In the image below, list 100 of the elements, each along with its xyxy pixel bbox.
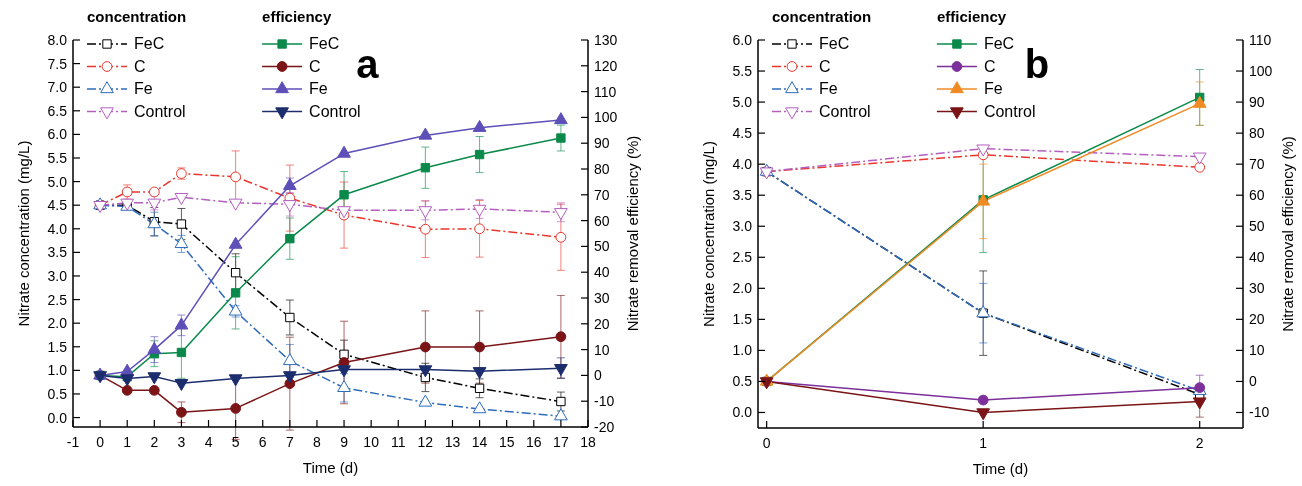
legend-label: FeC (983, 35, 1015, 52)
y-tick-label: 2.0 (732, 280, 753, 297)
x-tick-label: 11 (390, 434, 406, 450)
x-tick-label: 2 (1195, 435, 1204, 451)
legend-label: FeC (134, 35, 165, 52)
y-tick-label: 5.5 (732, 63, 753, 80)
y-tick-label: 2.0 (47, 315, 68, 332)
legend-label: Control (134, 102, 186, 120)
y2-tick-label: 40 (594, 264, 610, 281)
x-tick-label: 7 (285, 434, 294, 450)
y2-tick-label: 0 (594, 367, 602, 384)
x-axis-title: Time (d) (302, 459, 359, 476)
y2-tick-label: 60 (594, 212, 610, 229)
y-tick-label: 3.0 (732, 218, 753, 235)
y-tick-label: 3.5 (47, 244, 68, 261)
y-tick-label: 1.5 (732, 311, 753, 328)
x-tick-label: 0 (96, 434, 105, 450)
legend-label: C (819, 57, 831, 75)
x-tick-label: 1 (979, 435, 988, 451)
y-tick-label: 7.0 (47, 79, 68, 96)
y-tick-label: 5.5 (47, 149, 68, 166)
y2-tick-label: 30 (1249, 280, 1265, 297)
y2-tick-label: 90 (1249, 94, 1265, 111)
y-tick-label: 0.5 (732, 373, 753, 390)
x-tick-label: 13 (444, 434, 461, 450)
y2-tick-label: -10 (1249, 404, 1270, 421)
legend-label: Control (819, 102, 871, 120)
legend-label: Fe (134, 80, 153, 97)
y-tick-label: 1.5 (47, 338, 68, 355)
y2-tick-label: 70 (1249, 156, 1265, 173)
y2-tick-label: 50 (1249, 218, 1265, 235)
x-axis-title: Time (d) (972, 460, 1029, 477)
x-tick-label: 8 (313, 434, 322, 450)
legend-label: Fe (309, 80, 328, 97)
x-tick-label: 1 (123, 434, 132, 450)
legend-label: Control (983, 102, 1036, 120)
legend-label: Fe (983, 80, 1003, 97)
y-tick-label: 0.5 (47, 385, 68, 402)
legend-label: FeC (309, 35, 340, 52)
y-axis-title: Nitrate concentration (mg/L) (700, 141, 717, 327)
y-tick-label: 3.0 (47, 267, 68, 284)
text: concentration (772, 8, 872, 25)
y-tick-label: 2.5 (732, 249, 753, 266)
y-tick-label: 1.0 (47, 362, 68, 379)
x-tick-label: 5 (231, 434, 240, 450)
text: efficiency (936, 8, 1007, 25)
y2-tick-label: 100 (1249, 63, 1273, 80)
y2-tick-label: 110 (594, 83, 617, 100)
legend-label: C (983, 57, 996, 75)
text: concentration (87, 8, 187, 25)
y2-tick-label: 50 (594, 238, 610, 255)
y-tick-label: 4.5 (732, 125, 753, 142)
y-tick-label: 6.0 (732, 32, 753, 48)
legend-label: C (134, 57, 146, 75)
y2-tick-label: 120 (594, 57, 618, 74)
y2-tick-label: 30 (594, 290, 610, 306)
x-tick-label: 4 (204, 434, 213, 450)
y-tick-label: 7.5 (47, 55, 68, 72)
y2-tick-label: 80 (1249, 125, 1265, 142)
y-tick-label: 0.0 (47, 409, 68, 426)
chart-title: a (356, 42, 380, 86)
y2-tick-label: 10 (594, 341, 610, 358)
x-tick-label: 9 (340, 434, 349, 450)
y2-tick-label: 20 (594, 315, 610, 332)
y-tick-label: 4.0 (47, 220, 68, 237)
x-tick-label: 2 (150, 434, 159, 450)
y2-tick-label: 90 (594, 135, 610, 152)
y-tick-label: 3.5 (732, 187, 753, 204)
y-tick-label: 4.0 (732, 156, 753, 173)
y-tick-label: 8.0 (47, 32, 68, 48)
y-tick-label: 0.0 (732, 404, 753, 421)
y2-tick-label: 20 (1249, 311, 1265, 328)
y-tick-label: 2.5 (47, 291, 68, 308)
x-tick-label: 12 (417, 434, 434, 450)
y2-axis-title: Nitrate removal efficiency (%) (1279, 136, 1296, 332)
x-tick-label: 6 (258, 434, 267, 450)
x-tick-label: 16 (526, 434, 542, 450)
y-tick-label: 1.0 (732, 342, 753, 359)
x-tick-label: -1 (66, 434, 80, 450)
x-tick-label: 15 (498, 434, 515, 450)
y-tick-label: 5.0 (47, 173, 68, 190)
x-tick-label: 17 (553, 434, 569, 450)
y2-tick-label: 130 (594, 32, 618, 48)
y2-tick-label: -20 (594, 419, 615, 435)
legend-label: Control (309, 102, 361, 120)
x-tick-label: 3 (177, 434, 186, 450)
x-tick-label: 18 (580, 434, 596, 450)
y2-tick-label: 40 (1249, 249, 1265, 266)
y-tick-label: 6.5 (47, 102, 68, 119)
y-axis-title: Nitrate concentration (mg/L) (15, 140, 32, 327)
legend-label: C (309, 57, 321, 75)
chart-title: b (1024, 42, 1050, 86)
y2-tick-label: 100 (594, 109, 618, 126)
legend-label: FeC (819, 35, 850, 52)
y2-tick-label: 0 (1249, 373, 1257, 390)
y2-tick-label: 60 (1249, 187, 1265, 204)
x-tick-label: 0 (762, 435, 771, 451)
legend-label: Fe (819, 80, 838, 97)
y2-tick-label: 70 (594, 186, 610, 203)
y2-tick-label: 80 (594, 161, 610, 177)
